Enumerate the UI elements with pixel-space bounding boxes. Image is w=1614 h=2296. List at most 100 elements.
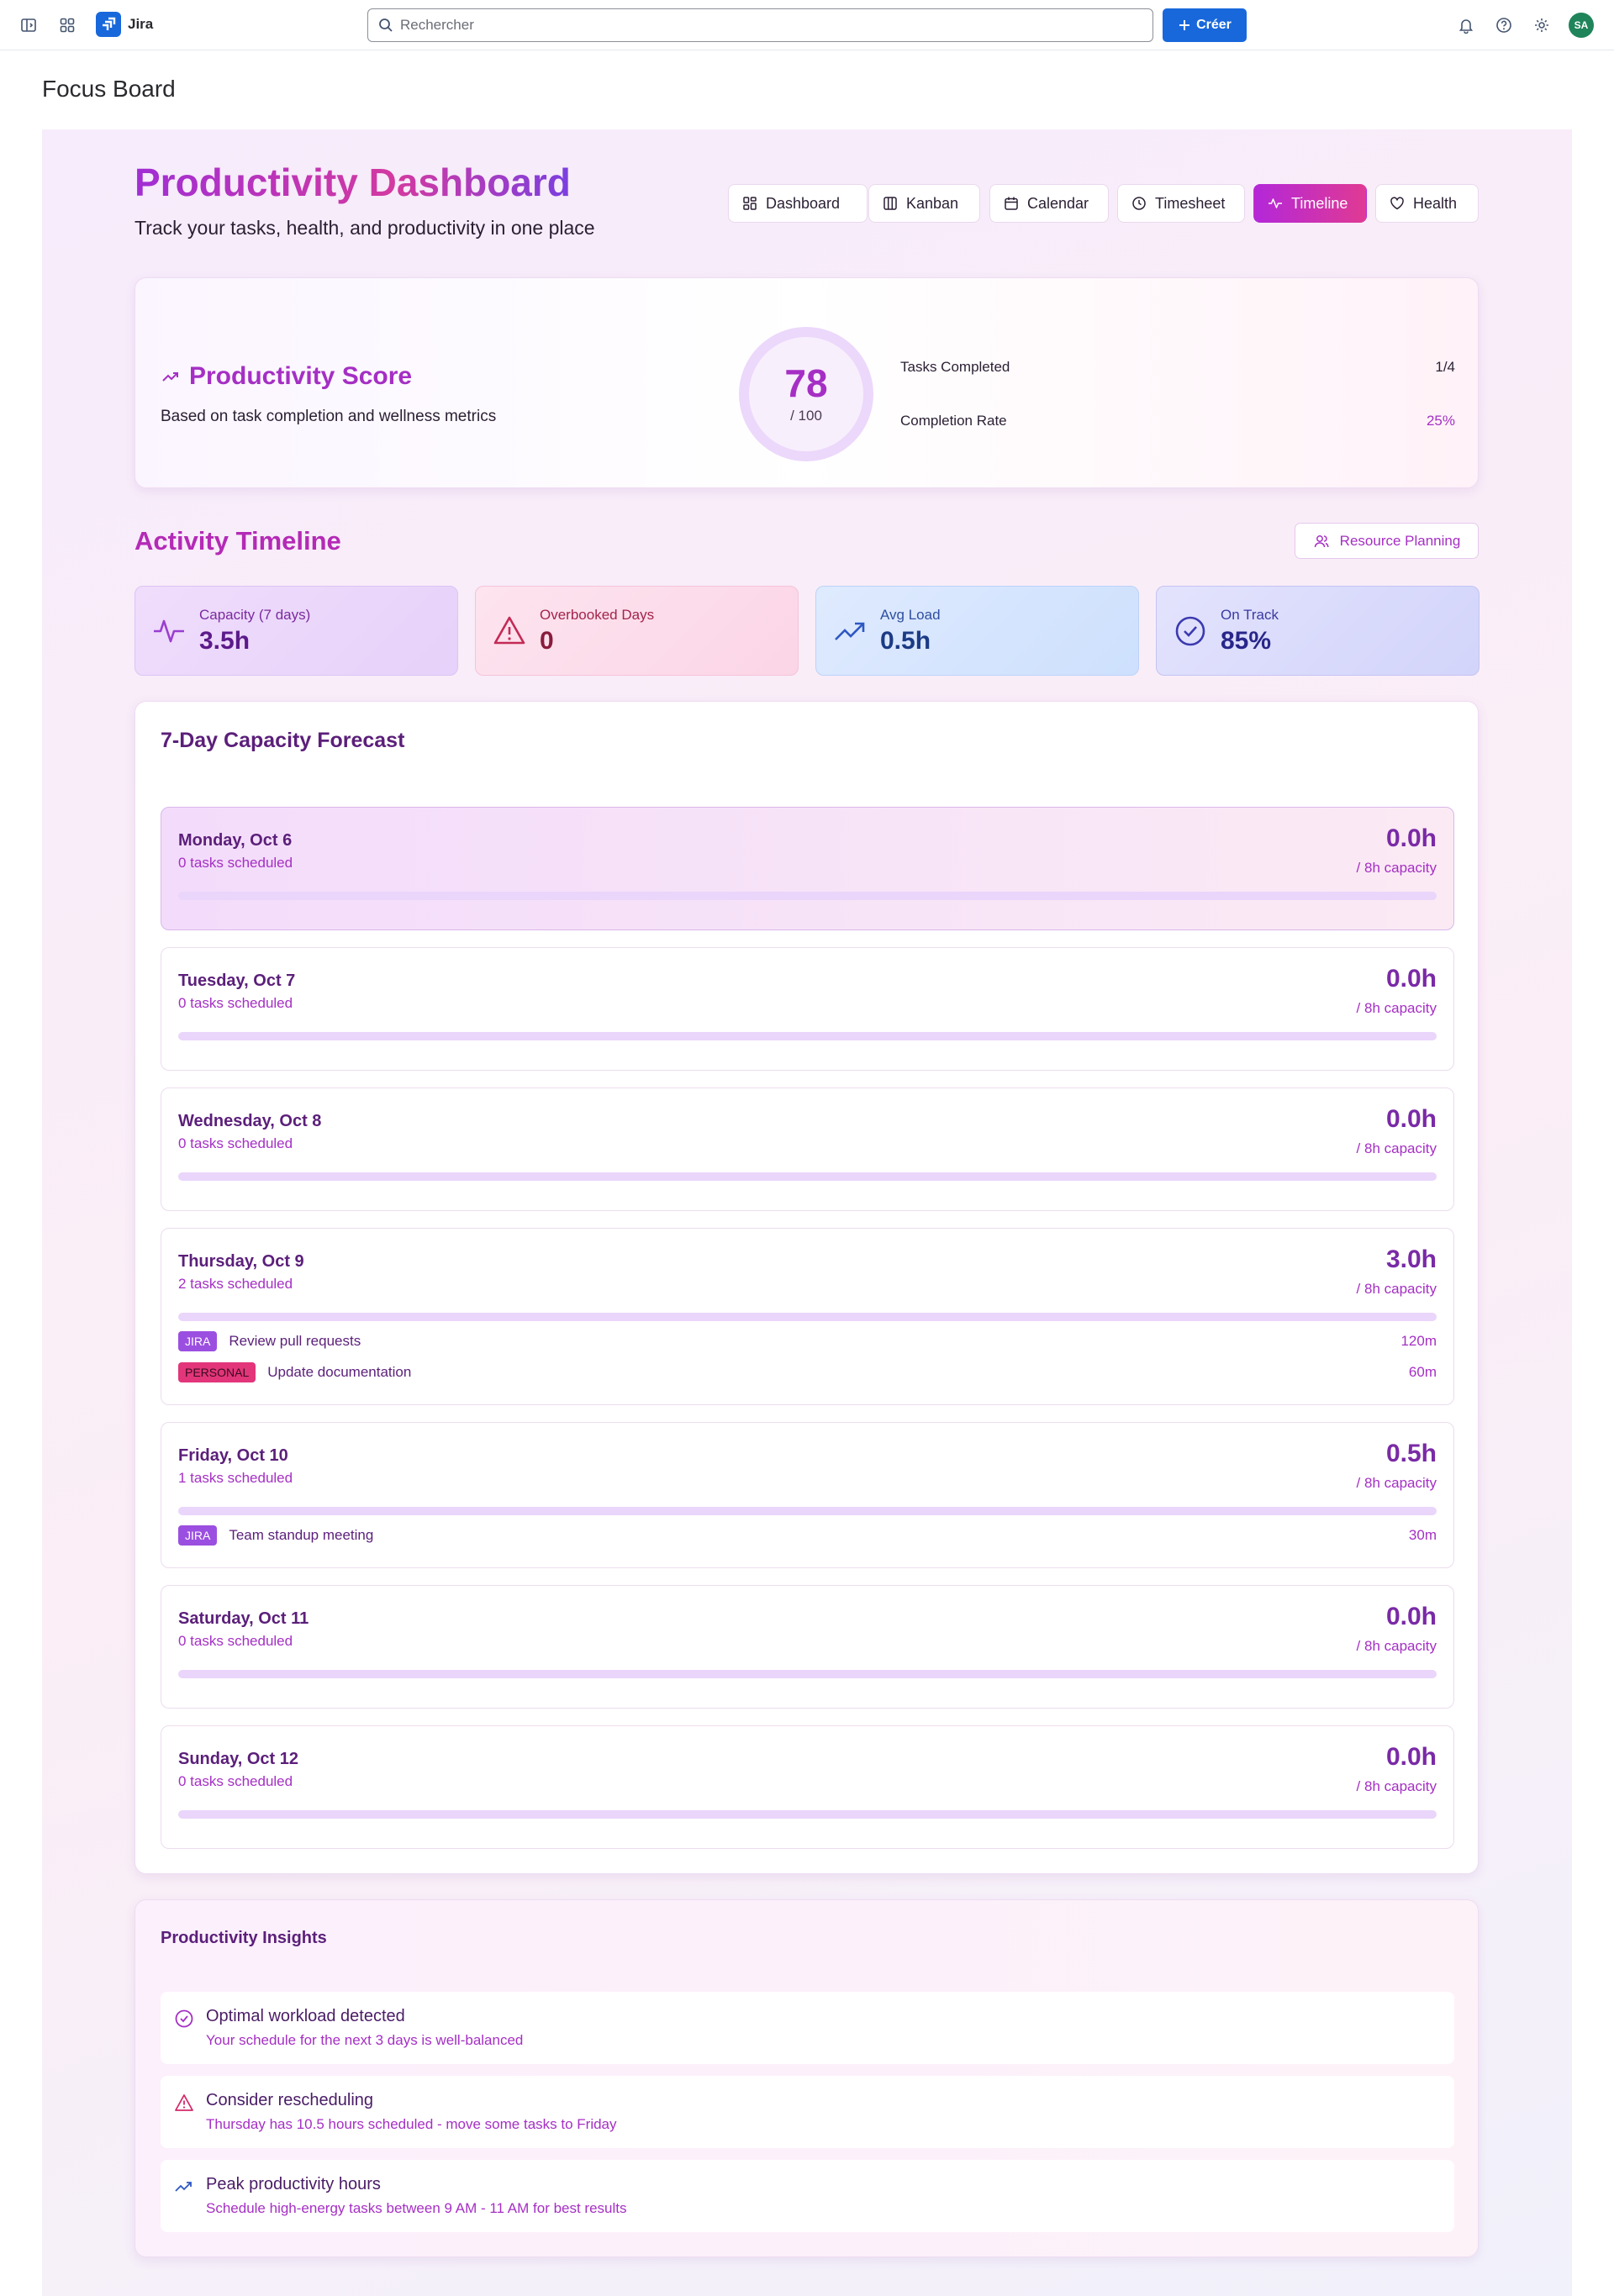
stat-completion-rate: Completion Rate 25% bbox=[900, 413, 1455, 429]
day-task-count: 1 tasks scheduled bbox=[178, 1470, 293, 1486]
capacity-bar bbox=[178, 1670, 1437, 1678]
day-task-count: 0 tasks scheduled bbox=[178, 855, 293, 871]
task-item[interactable]: JIRA Review pull requests 120m bbox=[178, 1330, 1437, 1352]
score-ring: 78 / 100 bbox=[739, 327, 873, 461]
insight-item: Consider rescheduling Thursday has 10.5 … bbox=[161, 2076, 1454, 2148]
create-button-label: Créer bbox=[1196, 18, 1232, 32]
insight-item: Optimal workload detected Your schedule … bbox=[161, 1992, 1454, 2064]
kpi-label: Overbooked Days bbox=[540, 606, 655, 623]
day-card-friday[interactable]: Friday, Oct 10 1 tasks scheduled 0.5h / … bbox=[161, 1422, 1454, 1568]
task-item[interactable]: PERSONAL Update documentation 60m bbox=[178, 1361, 1437, 1383]
task-duration: 120m bbox=[1400, 1333, 1437, 1349]
tab-label: Dashboard bbox=[766, 194, 841, 212]
score-description: Based on task completion and wellness me… bbox=[161, 408, 497, 425]
day-hours: 0.5h bbox=[1385, 1440, 1437, 1467]
kpi-value: 3.5h bbox=[199, 626, 251, 655]
warning-icon bbox=[175, 2094, 193, 2111]
day-card-monday[interactable]: Monday, Oct 6 0 tasks scheduled 0.0h / 8… bbox=[161, 807, 1454, 930]
page-title: Focus Board bbox=[42, 76, 176, 102]
insight-item: Peak productivity hours Schedule high-en… bbox=[161, 2160, 1454, 2232]
jira-tag: JIRA bbox=[178, 1331, 218, 1351]
search-icon bbox=[379, 18, 393, 32]
personal-tag: PERSONAL bbox=[178, 1362, 256, 1382]
forecast-title: 7-Day Capacity Forecast bbox=[161, 729, 405, 752]
search-box[interactable] bbox=[367, 8, 1153, 42]
kanban-icon bbox=[883, 197, 897, 210]
tab-kanban[interactable]: Kanban bbox=[868, 184, 980, 223]
create-button[interactable]: Créer bbox=[1163, 8, 1247, 42]
activity-timeline-title: Activity Timeline bbox=[134, 526, 341, 556]
heart-icon bbox=[1390, 197, 1404, 210]
check-circle-icon bbox=[1175, 616, 1205, 645]
settings-gear-icon[interactable] bbox=[1530, 13, 1553, 37]
insight-title: Peak productivity hours bbox=[206, 2175, 381, 2193]
capacity-bar bbox=[178, 1810, 1437, 1819]
capacity-bar bbox=[178, 1313, 1437, 1321]
stat-label: Completion Rate bbox=[900, 413, 1007, 429]
kpi-capacity: Capacity (7 days) 3.5h bbox=[134, 586, 458, 676]
tab-calendar[interactable]: Calendar bbox=[989, 184, 1109, 223]
tab-label: Health bbox=[1413, 194, 1458, 212]
tab-timesheet[interactable]: Timesheet bbox=[1117, 184, 1245, 223]
user-avatar[interactable]: SA bbox=[1569, 13, 1594, 38]
day-card-wednesday[interactable]: Wednesday, Oct 8 0 tasks scheduled 0.0h … bbox=[161, 1087, 1454, 1211]
day-capacity: / 8h capacity bbox=[1356, 1475, 1437, 1491]
day-task-count: 0 tasks scheduled bbox=[178, 1633, 293, 1649]
app-switcher-icon[interactable] bbox=[55, 13, 79, 37]
tab-timeline[interactable]: Timeline bbox=[1253, 184, 1367, 223]
day-capacity: / 8h capacity bbox=[1356, 1140, 1437, 1156]
help-icon[interactable] bbox=[1492, 13, 1516, 37]
stat-tasks-completed: Tasks Completed 1/4 bbox=[900, 359, 1455, 376]
warning-icon bbox=[493, 616, 525, 644]
task-title: Team standup meeting bbox=[229, 1527, 374, 1543]
task-title: Review pull requests bbox=[229, 1333, 361, 1349]
day-name: Sunday, Oct 12 bbox=[178, 1750, 299, 1768]
day-card-saturday[interactable]: Saturday, Oct 11 0 tasks scheduled 0.0h … bbox=[161, 1585, 1454, 1709]
search-input[interactable] bbox=[400, 17, 1123, 34]
day-name: Monday, Oct 6 bbox=[178, 831, 293, 850]
tab-dashboard[interactable]: Dashboard bbox=[728, 184, 868, 223]
day-card-thursday[interactable]: Thursday, Oct 9 2 tasks scheduled 3.0h /… bbox=[161, 1228, 1454, 1405]
top-navigation-bar: Jira Créer SA bbox=[0, 0, 1614, 50]
day-hours: 0.0h bbox=[1385, 1105, 1437, 1133]
kpi-avg-load: Avg Load 0.5h bbox=[815, 586, 1139, 676]
kpi-value: 0 bbox=[540, 626, 554, 655]
day-hours: 0.0h bbox=[1385, 824, 1437, 852]
score-max: / 100 bbox=[790, 408, 822, 424]
day-capacity: / 8h capacity bbox=[1356, 860, 1437, 876]
insights-title: Productivity Insights bbox=[161, 1929, 327, 1947]
productivity-insights-card: Productivity Insights Optimal workload d… bbox=[134, 1899, 1479, 2257]
jira-tag: JIRA bbox=[178, 1525, 218, 1546]
day-card-tuesday[interactable]: Tuesday, Oct 7 0 tasks scheduled 0.0h / … bbox=[161, 947, 1454, 1071]
resource-planning-button[interactable]: Resource Planning bbox=[1295, 523, 1479, 559]
dashboard-icon bbox=[743, 197, 757, 210]
plus-icon bbox=[1179, 20, 1190, 30]
day-task-count: 0 tasks scheduled bbox=[178, 1135, 293, 1151]
day-name: Thursday, Oct 9 bbox=[178, 1252, 304, 1271]
productivity-score-card: Productivity Score Based on task complet… bbox=[134, 277, 1479, 488]
kpi-label: On Track bbox=[1221, 606, 1279, 623]
day-task-count: 2 tasks scheduled bbox=[178, 1276, 293, 1292]
tab-label: Kanban bbox=[906, 194, 959, 212]
trending-up-icon bbox=[162, 372, 178, 382]
day-hours: 0.0h bbox=[1385, 1743, 1437, 1771]
notifications-bell-icon[interactable] bbox=[1454, 13, 1478, 37]
task-item[interactable]: JIRA Team standup meeting 30m bbox=[178, 1525, 1437, 1546]
jira-logo[interactable]: Jira bbox=[96, 12, 153, 37]
insight-title: Consider rescheduling bbox=[206, 2091, 374, 2109]
day-task-count: 0 tasks scheduled bbox=[178, 1773, 293, 1789]
score-title-row: Productivity Score bbox=[161, 362, 412, 391]
kpi-overbooked-days: Overbooked Days 0 bbox=[475, 586, 799, 676]
day-card-sunday[interactable]: Sunday, Oct 12 0 tasks scheduled 0.0h / … bbox=[161, 1725, 1454, 1849]
kpi-label: Capacity (7 days) bbox=[199, 606, 311, 623]
sidebar-toggle-icon[interactable] bbox=[17, 13, 40, 37]
kpi-label: Avg Load bbox=[880, 606, 941, 623]
tab-health[interactable]: Health bbox=[1375, 184, 1479, 223]
kpi-value: 0.5h bbox=[880, 626, 931, 655]
score-value: 78 bbox=[784, 361, 828, 405]
capacity-bar bbox=[178, 1507, 1437, 1515]
day-name: Tuesday, Oct 7 bbox=[178, 972, 296, 990]
day-capacity: / 8h capacity bbox=[1356, 1000, 1437, 1016]
tab-label: Calendar bbox=[1027, 194, 1089, 212]
stat-label: Tasks Completed bbox=[900, 359, 1010, 375]
